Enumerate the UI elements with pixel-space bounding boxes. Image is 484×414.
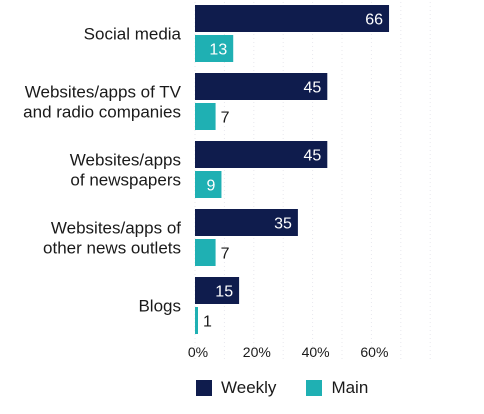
x-tick-label: 60% <box>360 344 388 360</box>
x-tick-label: 40% <box>302 344 330 360</box>
legend-label-weekly: Weekly <box>221 378 277 397</box>
legend-swatch-weekly <box>196 380 212 396</box>
x-tick-labels: 0% 20% 40% 60% <box>188 344 389 360</box>
bar-weekly <box>195 141 328 168</box>
category-label: of newspapers <box>70 171 181 190</box>
category-label: Blogs <box>138 297 181 316</box>
legend-swatch-main <box>306 380 323 396</box>
data-label-main: 9 <box>207 178 216 195</box>
data-label-main: 13 <box>209 42 227 59</box>
legend: Weekly Main <box>196 378 398 398</box>
data-label-main: 7 <box>221 246 230 263</box>
bar-main <box>195 171 222 198</box>
data-label-weekly: 15 <box>215 284 233 301</box>
bars: 66 13 45 7 45 9 35 7 151 <box>195 5 390 334</box>
data-label-weekly: 45 <box>304 80 322 97</box>
category-label: Social media <box>84 25 182 44</box>
category-label: Websites/apps of TV <box>25 83 182 102</box>
bar-main <box>195 239 216 266</box>
bar-main <box>195 103 216 130</box>
data-label-weekly: 66 <box>365 12 383 29</box>
x-tick-label: 20% <box>243 344 271 360</box>
bar-weekly <box>195 73 328 100</box>
bar-weekly <box>195 5 390 32</box>
category-label: Websites/apps <box>70 151 181 170</box>
x-tick-label: 0% <box>188 344 208 360</box>
data-label-main: 7 <box>221 110 230 127</box>
bar-weekly <box>195 277 240 304</box>
bar-main <box>195 35 234 62</box>
category-label: other news outlets <box>43 239 181 258</box>
legend-item-main: Main <box>306 378 368 398</box>
bar-weekly <box>195 209 298 236</box>
legend-item-weekly: Weekly <box>196 378 276 398</box>
data-label-weekly: 45 <box>304 148 322 165</box>
category-label: Websites/apps of <box>51 219 181 238</box>
legend-label-main: Main <box>331 378 369 397</box>
category-label: and radio companies <box>23 103 181 122</box>
data-label-main: 1 <box>203 314 212 331</box>
data-label-weekly: 35 <box>274 216 292 233</box>
bar-main <box>195 307 198 334</box>
